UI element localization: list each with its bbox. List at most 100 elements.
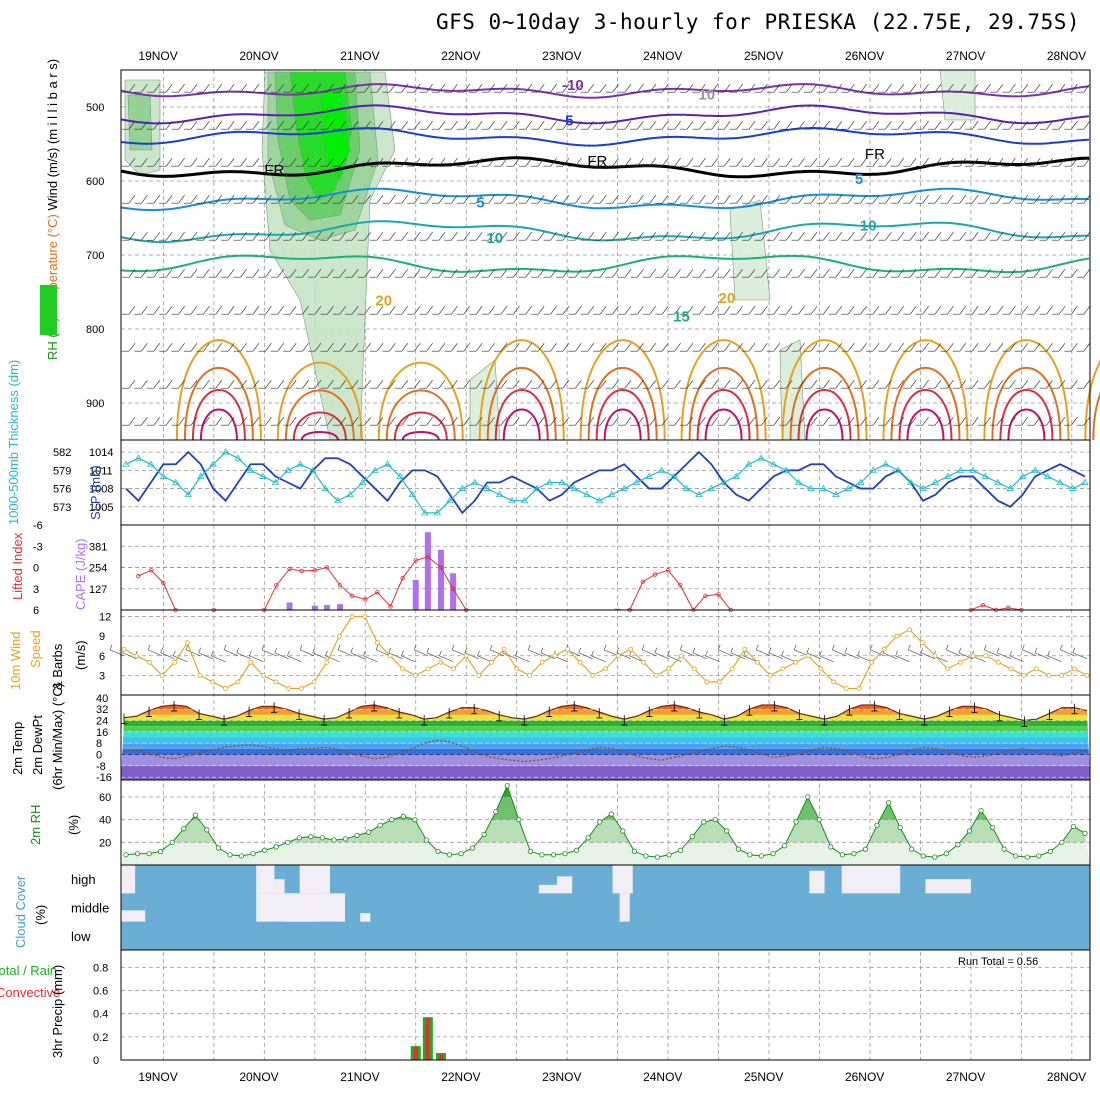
- wind-barb: [952, 379, 967, 389]
- wind-barb: [618, 157, 632, 167]
- wind-barb: [531, 305, 545, 315]
- wind-barb: [332, 231, 347, 241]
- wind-barb: [593, 416, 607, 426]
- wind-barb: [208, 83, 223, 93]
- wind-barb: [952, 194, 967, 204]
- date-label-top: 28NOV: [1047, 49, 1086, 63]
- cape-bar: [337, 604, 344, 610]
- wind-barb: [866, 194, 880, 204]
- wind-barb: [308, 120, 322, 130]
- wind-barb: [122, 416, 136, 426]
- isotherm-arch: [1092, 392, 1100, 441]
- wind-barb: [1014, 305, 1029, 315]
- isotherm-freezing: [120, 156, 1090, 179]
- wind-barb: [295, 83, 309, 93]
- rh-marker: [354, 832, 360, 839]
- wind-barb: [742, 342, 756, 352]
- wind-barb: [692, 379, 706, 389]
- wind-barb: [1052, 194, 1066, 204]
- thickness-marker: [371, 466, 379, 473]
- wind-barb: [1002, 268, 1016, 278]
- wind-barb: [680, 83, 694, 93]
- wind-barb: [903, 379, 917, 389]
- wind-barb: [469, 231, 483, 241]
- wind-speed-marker: [590, 672, 596, 678]
- wind-barb: [432, 83, 446, 93]
- cloud-block: [256, 865, 275, 894]
- wind-speed-marker: [793, 659, 798, 665]
- wind-barb: [729, 342, 743, 352]
- wind-barb: [159, 268, 173, 278]
- rh-marker: [215, 845, 222, 851]
- wind-barb: [903, 83, 917, 93]
- isotherm-arch: [890, 367, 961, 441]
- slp-tick-label: 1008: [89, 484, 113, 496]
- date-label-bottom: 27NOV: [946, 1070, 985, 1084]
- wind-barb: [1076, 305, 1091, 315]
- rh-marker: [793, 819, 799, 825]
- thickness-marker: [259, 472, 267, 479]
- wind-barb: [394, 194, 409, 204]
- wind-barb: [568, 83, 582, 93]
- wind-barb: [605, 83, 619, 93]
- wind-barb: [642, 379, 657, 389]
- wind-barb: [791, 157, 805, 167]
- wind-barb: [605, 268, 619, 278]
- wind-barb: [332, 342, 347, 352]
- wind-barb: [370, 416, 384, 426]
- wind-barb: [345, 342, 359, 352]
- isotherm-arch: [781, 339, 868, 441]
- temp-minmax-bar: [1021, 716, 1028, 727]
- wind-barb: [766, 268, 781, 278]
- wind-barb: [977, 342, 991, 352]
- wind-barb: [171, 83, 185, 93]
- wind-barb: [593, 83, 607, 93]
- wind-barb: [122, 120, 136, 130]
- rh-marker: [1059, 839, 1065, 845]
- wind-barb: [1002, 416, 1016, 426]
- wind-barb: [791, 83, 805, 93]
- wind-barb: [345, 157, 359, 167]
- wind-barb: [506, 342, 520, 352]
- wind-barb: [990, 157, 1004, 167]
- wind-barb: [804, 342, 818, 352]
- wind-barb: [1064, 83, 1078, 93]
- wind-barb: [320, 194, 334, 204]
- wind-barb: [332, 83, 347, 93]
- wind-speed-marker: [615, 653, 621, 659]
- wind-speed-marker: [653, 672, 659, 678]
- wind-barb: [804, 83, 818, 93]
- wind-barb: [580, 342, 595, 352]
- wind-barb: [518, 342, 533, 352]
- wind-barb: [828, 157, 843, 167]
- wind-barb: [717, 342, 731, 352]
- wind-barb: [866, 231, 880, 241]
- thickness-marker: [408, 490, 417, 498]
- wind-barb: [456, 231, 471, 241]
- wind-barb: [754, 83, 768, 93]
- wind-barb: [221, 342, 235, 352]
- wind-barb: [469, 268, 483, 278]
- wind-barb: [593, 342, 607, 352]
- wind-barb: [184, 268, 198, 278]
- wind-barb: [159, 231, 173, 241]
- wind-barb: [1052, 231, 1066, 241]
- wind-barb: [134, 120, 148, 130]
- wind-barb: [1064, 379, 1078, 389]
- wind-barb: [940, 157, 954, 167]
- pressure-tick-label: 600: [86, 176, 104, 188]
- rh-marker: [516, 817, 522, 823]
- wind-barb: [270, 268, 285, 278]
- wind-barb: [146, 416, 161, 426]
- wind-speed-marker: [856, 686, 862, 691]
- li-tick-label: 6: [33, 605, 39, 617]
- temp-minmax-bar: [496, 710, 503, 722]
- wind-barb: [184, 379, 198, 389]
- wind-barb: [940, 83, 954, 93]
- wind-barb: [977, 120, 991, 130]
- wind-speed-marker: [298, 686, 304, 691]
- wind-barb: [779, 194, 793, 204]
- date-label-top: 21NOV: [340, 49, 379, 63]
- li-marker: [324, 565, 330, 570]
- wind-barb: [568, 268, 582, 278]
